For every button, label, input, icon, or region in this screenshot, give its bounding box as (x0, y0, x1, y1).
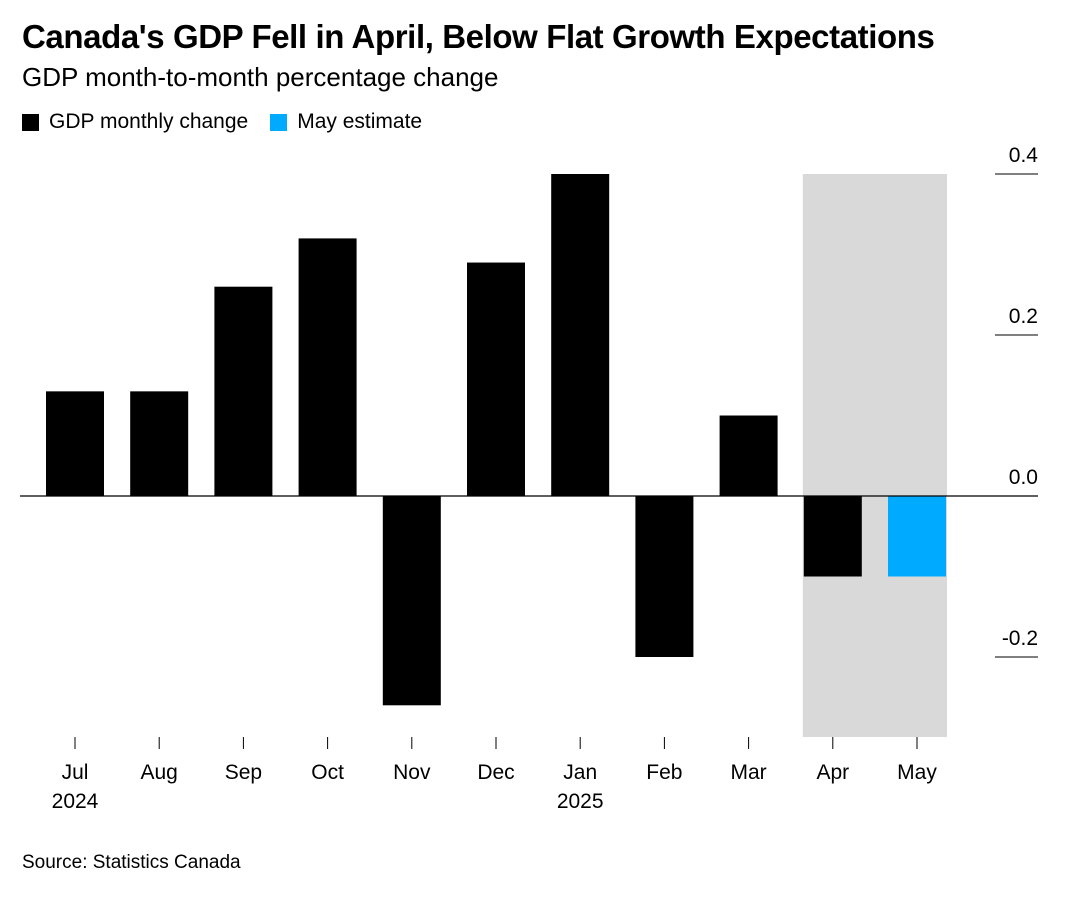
x-tick-label: Mar (731, 761, 767, 784)
chart-title: Canada's GDP Fell in April, Below Flat G… (22, 18, 935, 55)
legend-label-gdp: GDP monthly change (49, 110, 249, 133)
bar-sep (214, 286, 273, 496)
x-year-label: 2025 (557, 790, 604, 813)
legend-label-may-estimate: May estimate (297, 110, 423, 133)
x-tick-label: Apr (816, 761, 849, 784)
legend: GDP monthly change May estimate (22, 110, 444, 134)
bar-aug (130, 391, 189, 496)
x-tick-label: Dec (477, 761, 514, 784)
bar-apr (803, 496, 862, 577)
bar-dec (467, 262, 525, 496)
legend-swatch-gdp (22, 113, 39, 131)
x-tick-label: Jan (563, 761, 597, 784)
source-note: Source: Statistics Canada (22, 852, 241, 873)
y-tick-label: 0.4 (1009, 144, 1039, 167)
bar-nov (382, 496, 441, 706)
x-tick-label: Aug (141, 761, 178, 784)
x-tick-label: Jul (62, 761, 89, 784)
bar-jul (46, 391, 104, 496)
bar-feb (635, 496, 694, 657)
legend-item-may-estimate: May estimate (270, 110, 422, 134)
legend-item-gdp-monthly-change: GDP monthly change (22, 110, 248, 134)
x-tick-label: Feb (646, 761, 682, 784)
bar-may-estimate (888, 496, 946, 577)
bar-oct (298, 238, 357, 496)
y-tick-label: 0.0 (1009, 466, 1038, 489)
legend-swatch-may-estimate (270, 113, 288, 131)
chart-subtitle: GDP month-to-month percentage change (22, 62, 499, 92)
x-tick-label: Sep (225, 761, 262, 784)
x-tick-label: May (897, 761, 937, 784)
x-tick-label: Nov (393, 761, 431, 784)
bar-mar (719, 415, 778, 496)
x-tick-label: Oct (311, 761, 344, 784)
x-year-label: 2024 (52, 790, 99, 813)
highlight-band (802, 174, 947, 737)
bar-jan (551, 174, 610, 496)
y-tick-label: -0.2 (1002, 627, 1038, 650)
y-tick-label: 0.2 (1009, 305, 1038, 328)
